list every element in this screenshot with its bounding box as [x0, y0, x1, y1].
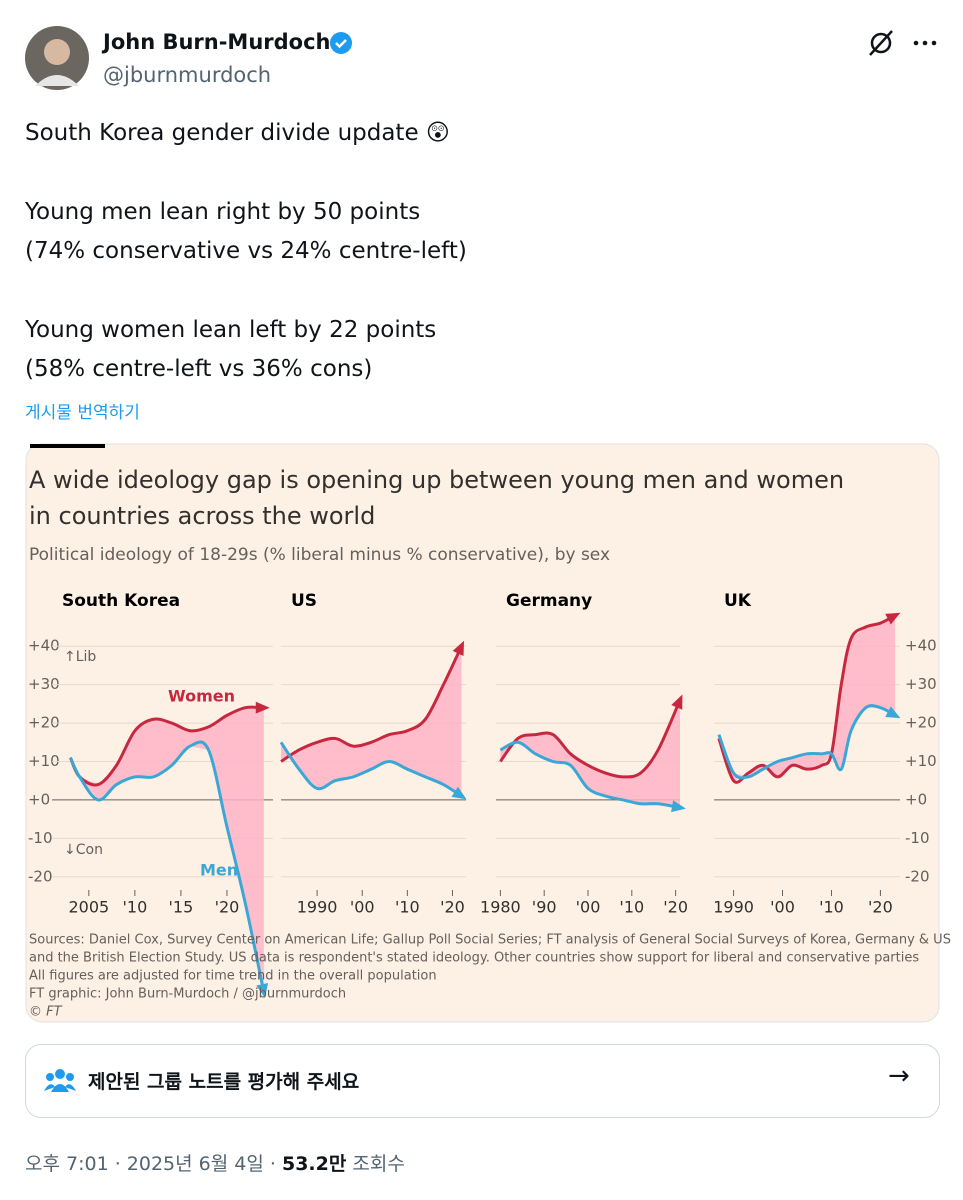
x-tick-label: '00 [350, 898, 375, 917]
y-tick-label: +0 [905, 790, 927, 808]
y-tick-label: +40 [28, 637, 60, 655]
y-tick-label: +20 [905, 714, 937, 732]
series-line [69, 705, 264, 787]
series-line [717, 614, 896, 784]
chart-title: A wide ideology gap is opening up betwee… [29, 466, 844, 494]
y-tick-label: +30 [905, 675, 937, 693]
x-tick-label: '20 [440, 898, 465, 917]
ft-bar [30, 444, 105, 448]
series-line [717, 704, 896, 780]
arrowhead [671, 800, 686, 813]
y-tick-label: +30 [28, 675, 60, 693]
panel-title: Germany [506, 591, 592, 611]
panel-title: US [291, 591, 317, 611]
verified-badge [330, 32, 352, 54]
y-tick-label: -20 [28, 867, 53, 885]
author-handle[interactable]: @jburnmurdoch [103, 63, 272, 87]
arrowhead [671, 694, 683, 710]
post-text: (74% conservative vs 24% centre-left) [25, 238, 467, 264]
series-label: Men [200, 861, 238, 880]
annotation: ↓Con [64, 842, 103, 858]
author-name[interactable]: John Burn-Murdoch [103, 30, 331, 54]
x-tick-label: '10 [619, 898, 644, 917]
y-tick-label: -20 [905, 867, 930, 885]
y-tick-label: +0 [28, 790, 50, 808]
y-tick-label: -10 [905, 829, 930, 847]
x-tick-label: '00 [576, 898, 601, 917]
y-tick-label: +20 [28, 714, 60, 732]
panel-title: South Korea [62, 591, 180, 611]
series-line [499, 740, 681, 810]
source-note: Sources: Daniel Cox, Survey Center on Am… [29, 933, 951, 948]
header-icons[interactable] [866, 28, 942, 58]
y-tick-label: +40 [905, 637, 937, 655]
x-tick-label: '10 [122, 898, 147, 917]
series-line [280, 645, 463, 763]
views: 53.2만 [281, 1153, 347, 1175]
translate-link[interactable]: 게시물 번역하기 [25, 403, 140, 423]
series-label: Women [168, 687, 235, 706]
panel-title: UK [724, 591, 752, 611]
arrowhead [255, 701, 270, 714]
community-note-button[interactable]: 제안된 그룹 노트를 평가해 주세요 → [25, 1044, 940, 1118]
x-tick-label: '15 [169, 898, 194, 917]
gap-fill [718, 615, 896, 781]
x-tick-label: '00 [770, 898, 795, 917]
source-note: and the British Election Study. US data … [29, 951, 919, 966]
source-note: © FT [29, 1005, 63, 1020]
arrow-icon: → [888, 1061, 910, 1091]
chart-title: in countries across the world [29, 502, 375, 530]
views-label: 조회수 [352, 1153, 405, 1175]
avatar[interactable] [25, 26, 89, 90]
gap-fill [500, 700, 680, 808]
post-text: (58% centre-left vs 36% cons) [25, 356, 373, 382]
x-tick-label: '20 [215, 898, 240, 917]
annotation: ↑Lib [64, 649, 96, 665]
arrowhead [885, 612, 901, 625]
y-tick-label: -10 [28, 829, 53, 847]
y-tick-label: +10 [905, 752, 937, 770]
date: 2025년 6월 4일 [126, 1153, 264, 1175]
source-note: FT graphic: John Burn-Murdoch / @jburnmu… [29, 987, 346, 1002]
x-tick-label: '10 [395, 898, 420, 917]
x-tick-label: 1990 [713, 898, 754, 917]
note-prompt: 제안된 그룹 노트를 평가해 주세요 [88, 1071, 360, 1093]
x-tick-label: '20 [663, 898, 688, 917]
series-line [499, 699, 682, 779]
series-line [69, 740, 266, 993]
x-tick-label: 1980 [480, 898, 521, 917]
time: 오후 7:01 [25, 1153, 109, 1175]
post-text: Young women lean left by 22 points [25, 317, 437, 343]
arrowhead [256, 983, 269, 998]
gap-fill [281, 646, 462, 797]
x-tick-label: 1990 [297, 898, 338, 917]
arrowhead [451, 786, 467, 800]
x-tick-label: '10 [819, 898, 844, 917]
post-text: Young men lean right by 50 points [25, 199, 421, 225]
x-tick-label: '90 [532, 898, 557, 917]
arrowhead [452, 640, 465, 657]
post-meta: 오후 7:01 · 2025년 6월 4일 · 53.2만 조회수 [25, 1153, 405, 1175]
series-line [279, 741, 463, 798]
chart-subtitle: Political ideology of 18-29s (% liberal … [29, 545, 610, 565]
arrowhead [885, 706, 901, 719]
x-tick-label: '20 [868, 898, 893, 917]
gap-fill [70, 707, 264, 993]
people-icon [44, 1069, 76, 1092]
y-tick-label: +10 [28, 752, 60, 770]
post-text: South Korea gender divide update 😲 [25, 120, 450, 146]
source-note: All figures are adjusted for time trend … [29, 969, 437, 984]
x-tick-label: 2005 [68, 898, 109, 917]
